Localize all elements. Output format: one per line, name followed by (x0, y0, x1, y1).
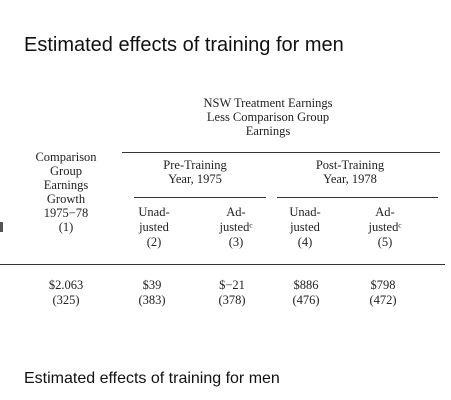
value-col4: $886 (293, 278, 319, 292)
post-header-line-2: Year, 1978 (323, 172, 377, 186)
col5-header-line-3: (5) (377, 235, 393, 249)
value-col2: $39 (142, 278, 162, 292)
col3-header-line-3: (3) (228, 235, 244, 249)
pre-header-rule (134, 197, 266, 198)
stderr-col5: (472) (369, 293, 397, 307)
group-header-line-3: Earnings (245, 124, 291, 138)
left-edge-mark (0, 222, 3, 232)
col2-header-line-1: Unad- (138, 205, 170, 219)
col3-header-line-1: Ad- (226, 205, 246, 219)
col1-header-line-1: Comparison (35, 150, 97, 164)
slide-title: Estimated effects of training for men (24, 34, 344, 56)
stderr-col2: (383) (138, 293, 166, 307)
col5-header-line-2: justedᶜ (368, 220, 402, 234)
col1-header-line-2: Group (50, 164, 82, 178)
col4-header-line-3: (4) (297, 235, 313, 249)
col2-header-line-3: (2) (146, 235, 162, 249)
pre-header-line-1: Pre-Training (163, 158, 227, 172)
group-header-line-2: Less Comparison Group (206, 110, 330, 124)
col1-header-line-4: Growth (46, 192, 86, 206)
group-header-rule (122, 152, 440, 153)
stderr-col1: (325) (52, 293, 80, 307)
col4-header-line-2: justed (290, 220, 320, 234)
header-bottom-rule (0, 264, 445, 265)
value-col1: $2.063 (48, 278, 84, 292)
col5-header-line-1: Ad- (375, 205, 395, 219)
slide-caption: Estimated effects of training for men (24, 370, 280, 387)
group-header-line-1: NSW Treatment Earnings (203, 96, 333, 110)
post-header-line-1: Post-Training (315, 158, 385, 172)
col2-header-line-2: justed (139, 220, 169, 234)
col3-header-line-2: justedᶜ (219, 220, 253, 234)
value-col5: $798 (370, 278, 396, 292)
col4-header-line-1: Unad- (289, 205, 321, 219)
stderr-col3: (378) (218, 293, 246, 307)
col1-header-line-5: 1975−78 (43, 206, 89, 220)
col1-header-line-3: Earnings (43, 178, 89, 192)
col1-header-line-6: (1) (58, 220, 74, 234)
post-header-rule (277, 197, 438, 198)
pre-header-line-2: Year, 1975 (168, 172, 222, 186)
stderr-col4: (476) (292, 293, 320, 307)
value-col3: $−21 (219, 278, 245, 292)
